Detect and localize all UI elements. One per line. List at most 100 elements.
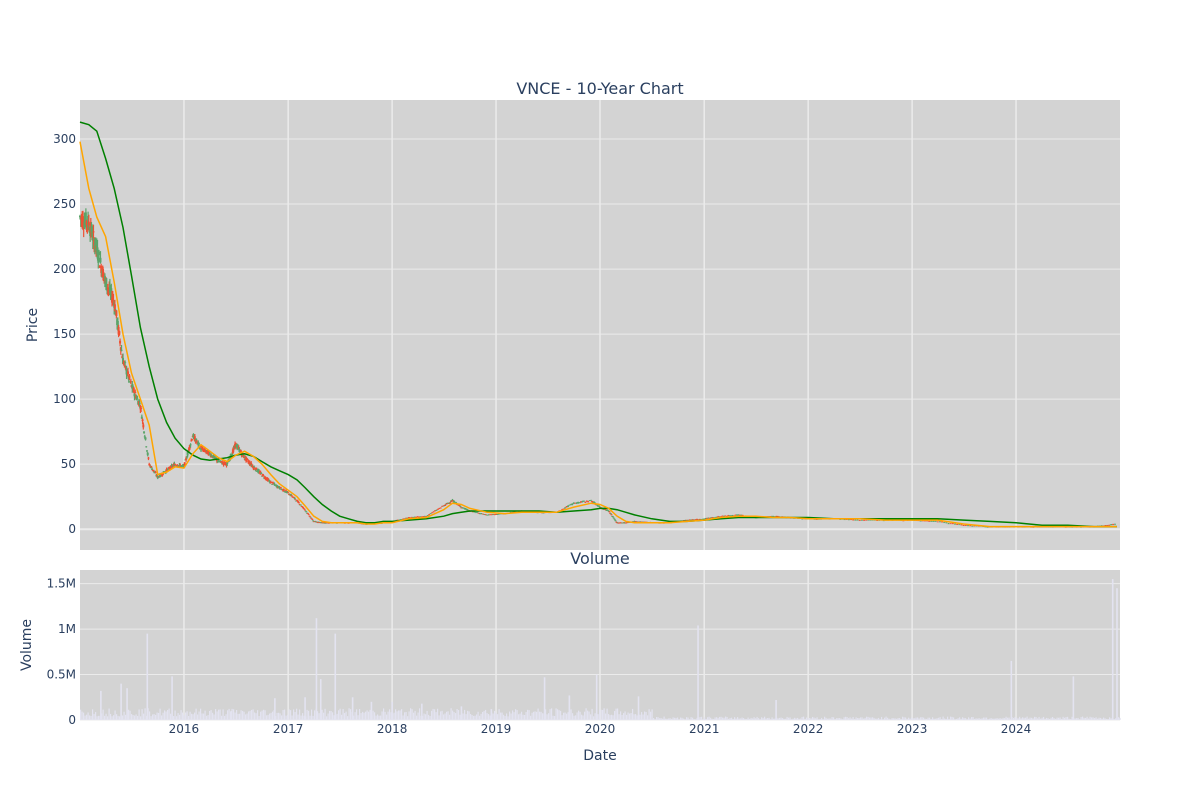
candle-body: [604, 509, 607, 510]
volume-bar: [1089, 716, 1091, 720]
volume-bar: [449, 714, 451, 720]
volume-bar: [1109, 717, 1111, 720]
candle-body: [312, 520, 315, 522]
volume-bar: [644, 711, 646, 720]
candle-body: [83, 221, 86, 228]
candle-body: [938, 521, 941, 523]
volume-bar: [579, 711, 581, 720]
volume-bar: [329, 710, 331, 720]
volume-bar: [258, 715, 260, 720]
volume-bar: [572, 713, 574, 720]
candle-body: [307, 514, 310, 515]
candle-body: [119, 340, 122, 344]
volume-bar: [290, 710, 292, 720]
volume-bar: [674, 717, 676, 720]
volume-bar: [623, 713, 625, 720]
volume-bar: [1044, 718, 1046, 720]
volume-bar: [654, 719, 656, 720]
candle-body: [317, 522, 320, 524]
volume-bar: [165, 711, 167, 720]
volume-bar: [534, 711, 536, 720]
volume-bar: [450, 708, 452, 720]
volume-bar: [468, 711, 470, 720]
volume-bar: [246, 713, 248, 720]
candle-body: [596, 505, 599, 507]
candle-body: [141, 419, 144, 422]
volume-bar: [651, 709, 653, 720]
volume-bar: [158, 712, 160, 720]
candle-body: [442, 505, 445, 507]
volume-bar: [447, 711, 449, 720]
candle-body: [251, 466, 254, 468]
candle-body: [487, 514, 490, 516]
volume-bar: [347, 716, 349, 720]
candle-body: [587, 501, 590, 503]
volume-bar: [192, 714, 194, 720]
candle-body: [1108, 524, 1111, 526]
candle-body: [490, 514, 493, 516]
volume-bar: [812, 716, 814, 720]
volume-bar: [429, 715, 431, 720]
volume-bar: [849, 717, 851, 720]
candle-body: [151, 468, 154, 470]
volume-bar: [671, 718, 673, 720]
candle-body: [317, 521, 320, 523]
candle-body: [464, 508, 467, 510]
candle-body: [852, 519, 855, 521]
volume-bar: [602, 710, 604, 720]
date-axis-title: Date: [583, 748, 616, 764]
volume-bar: [605, 713, 607, 720]
volume-bar: [294, 711, 296, 720]
candle-body: [867, 519, 870, 521]
candle-body: [146, 452, 149, 456]
candle-body: [293, 497, 296, 499]
volume-bar: [389, 709, 391, 720]
volume-bar: [1016, 717, 1018, 720]
volume-bar: [914, 718, 916, 720]
volume-bar: [474, 715, 476, 720]
candle-body: [279, 488, 282, 490]
volume-bar: [269, 713, 271, 720]
volume-bar: [215, 709, 217, 720]
candle-body: [239, 450, 242, 453]
volume-bar: [641, 712, 643, 720]
volume-bar: [149, 711, 151, 720]
volume-bar: [464, 709, 466, 720]
volume-bar: [216, 711, 218, 720]
candle-body: [200, 449, 203, 451]
volume-bar: [1080, 717, 1082, 720]
volume-bar: [1062, 716, 1064, 720]
volume-bar: [893, 718, 895, 720]
volume-bar: [263, 709, 265, 720]
date-tick-label: 2023: [897, 722, 928, 736]
candle-body: [708, 517, 711, 519]
candle-body: [202, 449, 205, 452]
volume-bar: [939, 717, 941, 720]
candle-body: [308, 515, 311, 517]
candle-body: [98, 265, 101, 268]
volume-bar: [785, 718, 787, 720]
candle-body: [439, 507, 442, 509]
volume-bar: [545, 709, 547, 720]
volume-bar: [129, 710, 131, 720]
candle-body: [412, 517, 415, 518]
volume-bar: [932, 717, 934, 720]
volume-bar: [1119, 717, 1121, 720]
candle-body: [402, 518, 405, 520]
volume-bar: [270, 712, 272, 720]
candle-body: [684, 520, 687, 521]
candle-body: [682, 520, 685, 522]
volume-bar: [1047, 718, 1049, 720]
candle-body: [304, 510, 307, 512]
volume-bar: [272, 711, 274, 720]
volume-bar: [603, 708, 605, 720]
volume-bar: [515, 709, 517, 720]
volume-bar: [176, 716, 178, 720]
volume-bar: [485, 709, 487, 720]
volume-bar: [909, 718, 911, 720]
candle-body: [1104, 525, 1107, 527]
candle-body: [740, 514, 743, 516]
volume-bar: [930, 718, 932, 720]
volume-bar: [1043, 716, 1045, 720]
candle-body: [497, 513, 500, 515]
